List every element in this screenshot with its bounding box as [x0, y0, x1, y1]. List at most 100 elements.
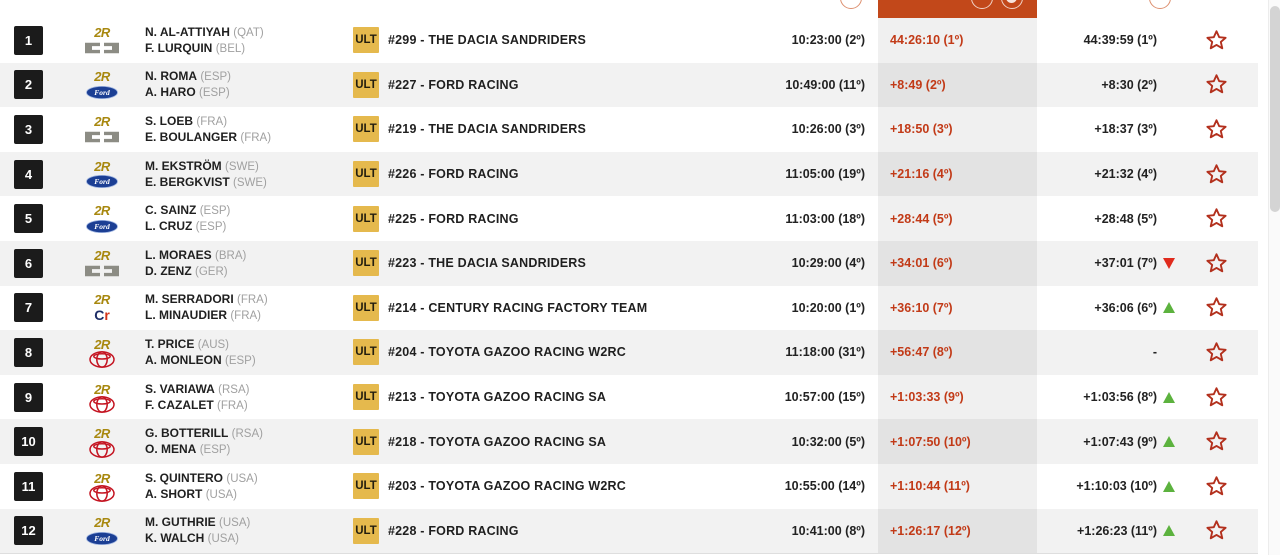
- trend-slot: [1163, 169, 1175, 180]
- favorite-star-icon[interactable]: [1205, 385, 1229, 409]
- column-info-icon[interactable]: [971, 0, 993, 9]
- favorite-star-icon[interactable]: [1205, 519, 1229, 543]
- favorite-star-icon[interactable]: [1205, 340, 1229, 364]
- table-row[interactable]: 8 2R T. PRICE (AUS) A. MONLEON (ESP) ULT…: [0, 330, 1258, 375]
- codriver-name: A. SHORT: [145, 486, 203, 501]
- trend-slot: [1163, 525, 1175, 537]
- favorite-star-icon[interactable]: [1205, 28, 1229, 52]
- table-row[interactable]: 12 2R Ford M. GUTHRIE (USA) K. WALCH (US…: [0, 508, 1258, 554]
- stage-result-cell: +21:16 (4º): [878, 151, 1037, 197]
- table-row[interactable]: 9 2R S. VARIAWA (RSA) F. CAZALET (FRA) U…: [0, 374, 1258, 420]
- column-info-icon[interactable]: [1149, 0, 1171, 9]
- toyota-logo: [89, 485, 115, 503]
- ford-logo: Ford: [86, 531, 118, 545]
- favorite-cell: [1175, 464, 1258, 509]
- trend-slot: [1163, 35, 1175, 46]
- table-row[interactable]: 6 2R L. MORAES (BRA) D. ZENZ (GER) ULT #…: [0, 240, 1258, 286]
- favorite-star-icon[interactable]: [1205, 251, 1229, 275]
- driver-name: M. GUTHRIE: [145, 515, 216, 530]
- table-row[interactable]: 10 2R G. BOTTERILL (RSA) O. MENA (ESP) U…: [0, 419, 1258, 464]
- start-time-cell: 10:32:00 (5º): [642, 419, 878, 464]
- start-time: 10:41:00 (8º): [791, 523, 865, 538]
- favorite-cell: [1175, 509, 1258, 554]
- table-row[interactable]: 1 2R N. AL-ATTIYAH (QAT) F. LURQUIN (BEL…: [0, 18, 1258, 63]
- column-info-icon[interactable]: [840, 0, 862, 9]
- start-time: 11:03:00 (18º): [785, 211, 865, 226]
- codriver-line: E. BERGKVIST (SWE): [145, 175, 267, 190]
- 2r-category-logo: 2R: [94, 113, 110, 129]
- crew-cell: N. ROMA (ESP) A. HARO (ESP): [132, 63, 342, 108]
- brand-cell: 2R: [72, 18, 132, 63]
- general-gap: +28:48 (5º): [1094, 211, 1157, 226]
- table-row[interactable]: 5 2R Ford C. SAINZ (ESP) L. CRUZ (ESP) U…: [0, 196, 1258, 241]
- start-time-cell: 10:57:00 (15º): [642, 375, 878, 420]
- dacia-logo: [85, 131, 119, 143]
- driver-line: L. MORAES (BRA): [145, 248, 246, 263]
- codriver-name: A. MONLEON: [145, 352, 222, 367]
- favorite-star-icon[interactable]: [1205, 207, 1229, 231]
- rank-badge: 2: [14, 70, 43, 100]
- rank-cell: 7: [10, 286, 72, 331]
- start-time: 10:29:00 (4º): [791, 256, 865, 271]
- codriver-country: (USA): [205, 488, 237, 501]
- driver-country: (RSA): [231, 428, 263, 441]
- general-gap-cell: +1:03:56 (8º): [1037, 375, 1175, 420]
- trend-slot: [1163, 347, 1175, 358]
- team-cell: ULT #227 - FORD RACING: [342, 63, 642, 108]
- favorite-star-icon[interactable]: [1205, 430, 1229, 454]
- start-time: 11:05:00 (19º): [785, 167, 865, 182]
- brand-cell: 2R: [72, 330, 132, 375]
- start-time: 10:20:00 (1º): [791, 300, 865, 315]
- favorite-star-icon[interactable]: [1205, 296, 1229, 320]
- brand-cell: 2R: [72, 107, 132, 152]
- stage-time: +36:10 (7º): [890, 300, 953, 315]
- codriver-line: D. ZENZ (GER): [145, 264, 228, 279]
- vertical-scrollbar[interactable]: [1268, 0, 1280, 555]
- rank-badge: 10: [14, 427, 43, 457]
- general-gap: +1:26:23 (11º): [1077, 523, 1157, 538]
- favorite-star-icon[interactable]: [1205, 162, 1229, 186]
- codriver-name: E. BERGKVIST: [145, 174, 230, 189]
- stage-time: +56:47 (8º): [890, 345, 953, 360]
- favorite-star-icon[interactable]: [1205, 73, 1229, 97]
- stage-result-cell: +28:44 (5º): [878, 196, 1037, 241]
- dacia-logo: [84, 130, 120, 144]
- codriver-line: O. MENA (ESP): [145, 442, 230, 457]
- favorite-star-icon[interactable]: [1205, 474, 1229, 498]
- start-time-cell: 10:49:00 (11º): [642, 63, 878, 108]
- stage-time: +1:10:44 (11º): [890, 479, 970, 494]
- driver-name: N. AL-ATTIYAH: [145, 24, 230, 39]
- table-row[interactable]: 11 2R S. QUINTERO (USA) A. SHORT (USA) U…: [0, 463, 1258, 509]
- trend-slot: [1163, 436, 1175, 448]
- brand-cell: 2R Ford: [72, 152, 132, 197]
- team-name: #223 - THE DACIA SANDRIDERS: [388, 256, 587, 271]
- brand-cell: 2R: [72, 464, 132, 509]
- codriver-line: A. MONLEON (ESP): [145, 353, 256, 368]
- driver-name: S. LOEB: [145, 113, 194, 128]
- general-gap: 44:39:59 (1º): [1083, 33, 1157, 48]
- codriver-name: A. HARO: [145, 85, 196, 100]
- table-row[interactable]: 7 2R Cr M. SERRADORI (FRA) L. MINAUDIER …: [0, 285, 1258, 331]
- century-logo: Cr: [94, 307, 110, 324]
- stage-result-cell: +34:01 (6º): [878, 240, 1037, 286]
- driver-country: (USA): [219, 517, 251, 530]
- driver-line: S. LOEB (FRA): [145, 114, 227, 129]
- favorite-star-icon[interactable]: [1205, 117, 1229, 141]
- team-cell: ULT #204 - TOYOTA GAZOO RACING W2RC: [342, 330, 642, 375]
- 2r-category-logo: 2R: [94, 426, 110, 442]
- scrollbar-thumb[interactable]: [1270, 6, 1280, 212]
- column-sort-icon[interactable]: [1001, 0, 1023, 9]
- rank-badge: 5: [14, 204, 43, 234]
- table-row[interactable]: 4 2R Ford M. EKSTRÖM (SWE) E. BERGKVIST …: [0, 151, 1258, 197]
- codriver-line: L. MINAUDIER (FRA): [145, 308, 261, 323]
- rank-cell: 9: [10, 375, 72, 420]
- favorite-cell: [1175, 286, 1258, 331]
- rank-cell: 12: [10, 509, 72, 554]
- driver-line: C. SAINZ (ESP): [145, 203, 230, 218]
- stage-time: +28:44 (5º): [890, 211, 953, 226]
- table-row[interactable]: 3 2R S. LOEB (FRA) E. BOULANGER (FRA) UL…: [0, 107, 1258, 152]
- 2r-category-logo: 2R: [94, 515, 110, 531]
- ford-logo: Ford: [86, 219, 118, 233]
- table-row[interactable]: 2 2R Ford N. ROMA (ESP) A. HARO (ESP) UL…: [0, 62, 1258, 108]
- start-time: 10:57:00 (15º): [784, 390, 865, 405]
